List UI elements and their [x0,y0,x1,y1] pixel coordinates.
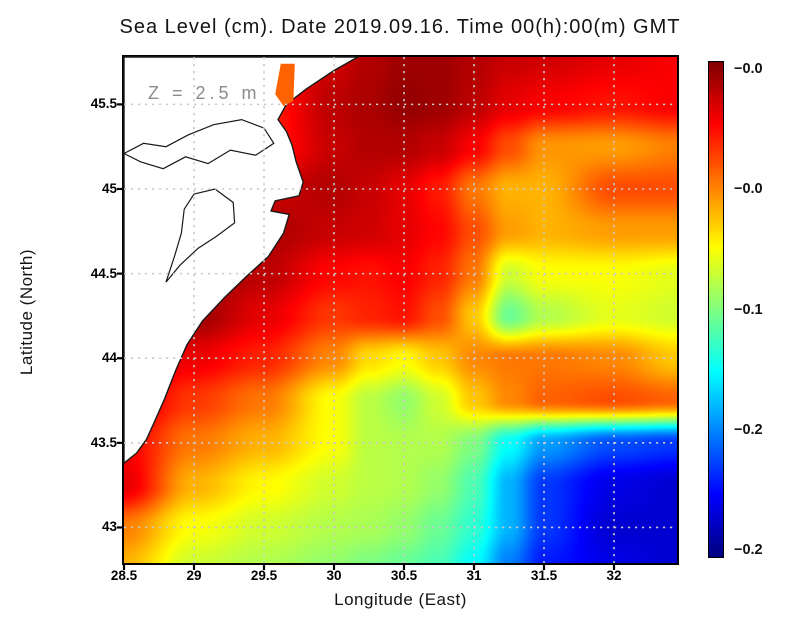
y-tick-label: 43 [101,519,117,534]
y-tick-label: 45.5 [90,96,117,111]
x-tick-label: 32 [606,568,622,583]
depth-annotation: Z = 2.5 m [148,83,261,103]
shallow-patch [275,63,295,107]
y-tick-label: 45 [101,181,117,196]
map-overlay [117,56,677,570]
colorbar-tick-label: −0.0 [734,181,763,197]
x-tick-label: 30 [326,568,342,583]
y-tick-label: 44 [101,350,117,365]
colorbar-tick-label: −0.2 [734,542,763,558]
chart-title: Sea Level (cm). Date 2019.09.16. Time 00… [119,16,681,38]
colorbar-tick-label: −0.2 [734,422,763,438]
lagoon-outline [165,188,236,283]
land-mask [123,56,361,465]
y-axis-title: Latitude (North) [17,248,36,376]
colorbar [708,61,724,558]
plot-frame: Z = 2.5 m [117,55,679,570]
x-axis-title: Longitude (East) [334,590,467,609]
x-tick-label: 31 [466,568,482,583]
y-tick-label: 44.5 [90,266,117,281]
x-tick-label: 30.5 [390,568,418,583]
x-tick-label: 28.5 [110,568,138,583]
colorbar-tick-label: −0.1 [734,302,763,318]
x-tick-label: 29.5 [250,568,278,583]
colorbar-tick-label: −0.0 [734,61,763,77]
colorbar-canvas [709,62,723,557]
x-tick-label: 29 [186,568,202,583]
x-tick-label: 31.5 [530,568,558,583]
y-tick-label: 43.5 [90,435,117,450]
lagoon-outline [123,118,275,170]
